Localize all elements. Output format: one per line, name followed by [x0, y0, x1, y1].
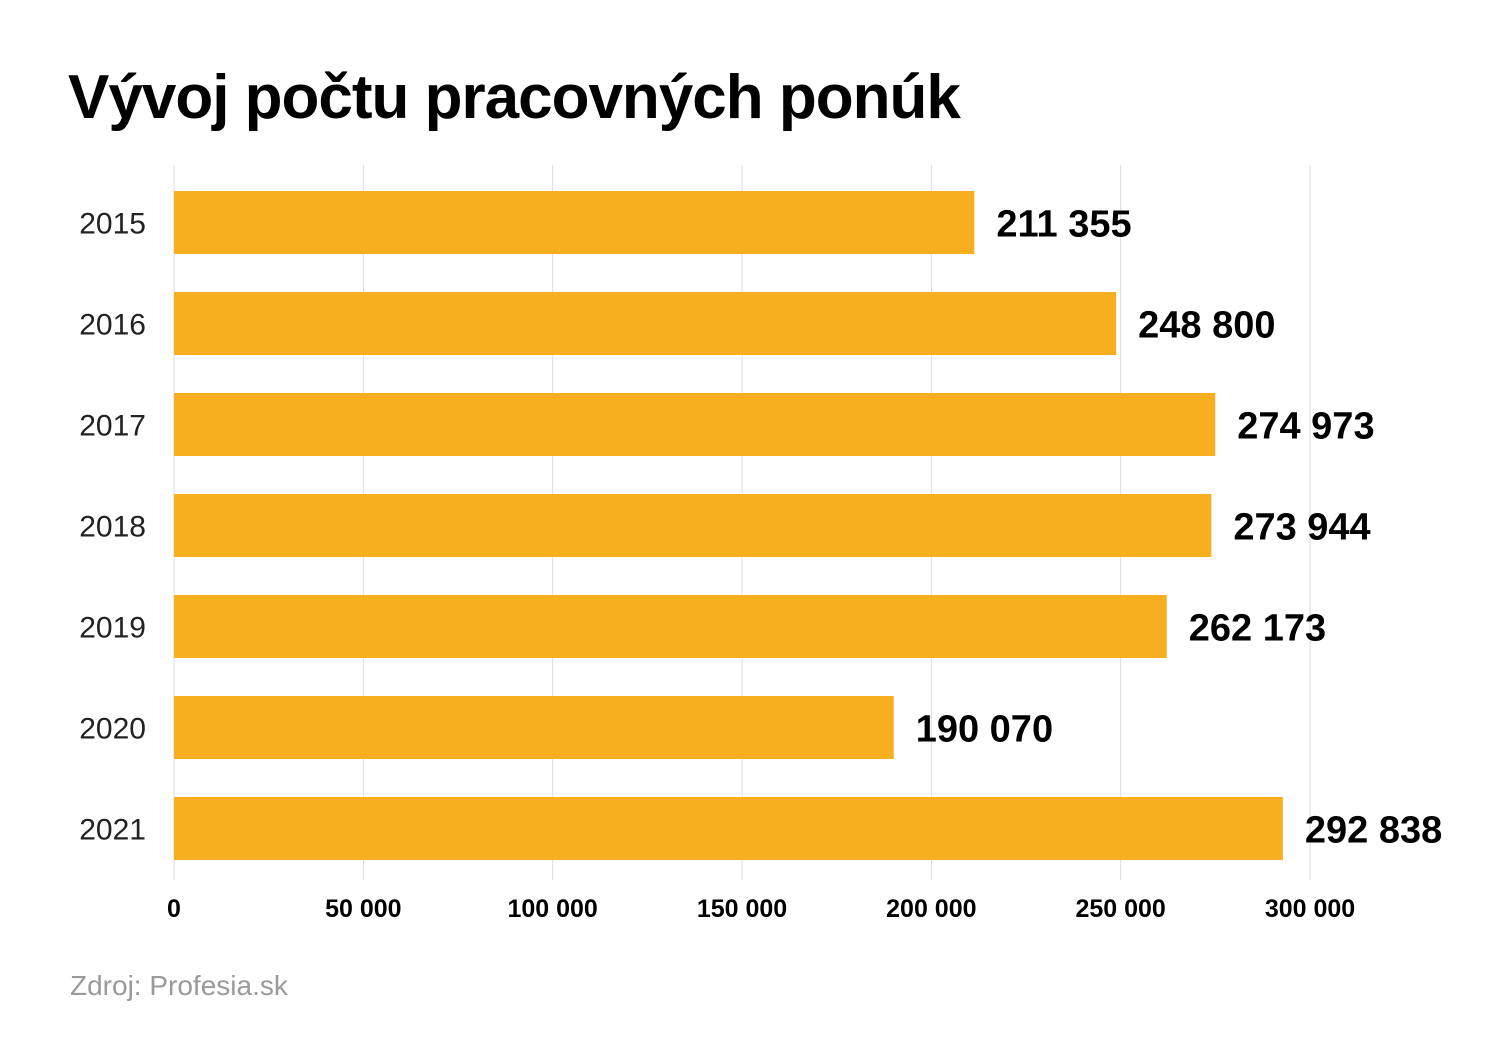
source-note: Zdroj: Profesia.sk [70, 970, 288, 1001]
category-label: 2020 [79, 713, 146, 746]
data-label: 190 070 [916, 709, 1053, 751]
bar [174, 393, 1216, 456]
category-label: 2015 [79, 208, 146, 241]
data-label: 273 944 [1233, 507, 1370, 549]
data-label: 292 838 [1305, 810, 1442, 852]
data-label: 211 355 [996, 204, 1131, 246]
bar [174, 696, 894, 759]
chart-title: Vývoj počtu pracovných ponúk [68, 63, 961, 132]
category-label: 2019 [79, 612, 146, 645]
bar [174, 494, 1212, 557]
x-tick-label: 200 000 [886, 895, 976, 923]
data-label: 274 973 [1237, 406, 1374, 448]
category-label: 2016 [79, 309, 146, 342]
labels: 0 50 000 100 000 150 000 200 000 250 000 300 0… [79, 204, 1442, 924]
bars [174, 191, 1283, 860]
category-label: 2017 [79, 410, 146, 443]
x-tick-label: 300 000 [1265, 895, 1355, 923]
category-label: 2018 [79, 511, 146, 544]
bar [174, 191, 975, 254]
x-tick-label: 150 000 [697, 895, 787, 923]
data-label: 248 800 [1138, 305, 1275, 347]
bar [174, 292, 1117, 355]
x-tick-label: 100 000 [507, 895, 597, 923]
x-tick-label: 50 000 [325, 895, 401, 923]
x-tick-label: 250 000 [1075, 895, 1165, 923]
data-label: 262 173 [1189, 608, 1326, 650]
x-tick-label: 0 [167, 895, 181, 923]
bar [174, 797, 1283, 860]
bar [174, 595, 1167, 658]
category-label: 2021 [79, 814, 146, 847]
